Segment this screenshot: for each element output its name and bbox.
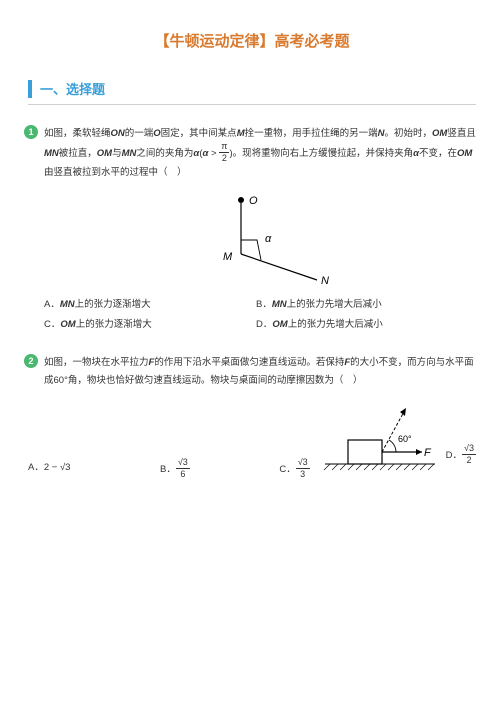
var-n: N: [378, 128, 385, 139]
t: 固定，其中间某点: [161, 128, 237, 139]
page: 【牛顿运动定律】高考必考题 一、选择题 1 如图，柔软轻绳ON的一端O固定，其中…: [0, 0, 504, 713]
t: 被拉直，: [59, 148, 97, 159]
opt-prefix: D．: [256, 319, 272, 330]
question-text: 如图，一物块在水平拉力F的作用下沿水平桌面做匀速直线运动。若保持F的大小不变，而…: [44, 354, 476, 390]
diag-label-N: N: [321, 275, 329, 287]
opt-var: OM: [60, 319, 75, 330]
option-D: D．OM上的张力先增大后减小: [256, 316, 383, 330]
var-om: OM: [97, 148, 112, 159]
question-2: 2 如图，一物块在水平拉力F的作用下沿水平桌面做匀速直线运动。若保持F的大小不变…: [28, 354, 476, 480]
var-o: O: [153, 128, 160, 139]
option-C: C．√33: [279, 459, 309, 480]
options-row: A．MN上的张力逐渐增大 B．MN上的张力先增大后减小: [44, 296, 476, 310]
frac-num: √3: [462, 444, 476, 455]
t: 与: [112, 148, 122, 159]
t: )。现将重物向右上方缓慢拉起，并保持夹角: [229, 148, 413, 159]
frac-num: √3: [296, 458, 310, 469]
var-mn: MN: [122, 148, 137, 159]
question-1: 1 如图，柔软轻绳ON的一端O固定，其中间某点M拴一重物，用手拉住绳的另一端N。…: [28, 125, 476, 330]
var-mn: MN: [44, 148, 59, 159]
option-A: A．2 − √3: [28, 459, 70, 480]
opt-val: 2 −: [44, 462, 60, 473]
option-D: D．√32: [446, 445, 476, 466]
t: 不变，在: [419, 148, 457, 159]
var-m: M: [237, 128, 245, 139]
var-om: OM: [457, 148, 472, 159]
diag-label-F: F: [424, 447, 432, 459]
frac-den: 2: [219, 153, 229, 163]
opt-txt: 上的张力先增大后减小: [287, 299, 382, 310]
t: 的一端: [125, 128, 154, 139]
t: 的作用下沿水平桌面做匀速直线运动。若保持: [154, 357, 344, 368]
fraction: √32: [462, 444, 476, 465]
opt-var: MN: [60, 299, 75, 310]
opt-var: OM: [272, 319, 287, 330]
t: >: [208, 148, 219, 159]
question-badge: 2: [24, 354, 38, 368]
opt-prefix: B．: [256, 299, 272, 310]
t: 之间的夹角为: [136, 148, 193, 159]
options-row: C．OM上的张力逐渐增大 D．OM上的张力先增大后减小: [44, 316, 476, 330]
q1-options: A．MN上的张力逐渐增大 B．MN上的张力先增大后减小 C．OM上的张力逐渐增大…: [44, 296, 476, 330]
opt-txt: 上的张力先增大后减小: [288, 319, 383, 330]
option-C: C．OM上的张力逐渐增大: [44, 316, 256, 330]
diag-label-M: M: [223, 251, 233, 263]
opt-prefix: B．: [160, 464, 176, 475]
opt-prefix: A．: [28, 462, 44, 473]
question-text: 如图，柔软轻绳ON的一端O固定，其中间某点M拴一重物，用手拉住绳的另一端N。初始…: [44, 125, 476, 182]
t: 如图，一物块在水平拉力: [44, 357, 149, 368]
q1-diagram: O M N α: [167, 190, 337, 290]
fraction: √36: [176, 458, 190, 479]
t: 竖直且: [447, 128, 476, 139]
t: 角，物块也恰好做匀速直线运动。物块与桌面间的动摩擦因数为（ ）: [68, 375, 363, 386]
t: 。初始时，: [385, 128, 433, 139]
t: 拴一重物，用手拉住绳的另一端: [245, 128, 378, 139]
opt-rt: √3: [60, 462, 71, 473]
option-B: B．√36: [160, 459, 190, 480]
opt-prefix: C．: [44, 319, 60, 330]
t: 如图，柔软轻绳: [44, 128, 111, 139]
frac-num: √3: [176, 458, 190, 469]
section-header: 一、选择题: [28, 79, 476, 98]
diag-label-alpha: α: [265, 233, 272, 245]
opt-prefix: A．: [44, 299, 60, 310]
frac-den: 2: [462, 455, 476, 465]
angle-60: 60°: [54, 375, 68, 386]
opt-var: MN: [272, 299, 287, 310]
fraction: π2: [219, 142, 229, 163]
opt-prefix: D．: [446, 450, 462, 461]
opt-txt: 上的张力逐渐增大: [76, 319, 152, 330]
section-label: 一、选择题: [40, 79, 105, 98]
opt-txt: 上的张力逐渐增大: [75, 299, 151, 310]
fraction: √33: [296, 458, 310, 479]
section-underline: [28, 104, 476, 105]
frac-den: 6: [176, 469, 190, 479]
section-bar: [28, 80, 32, 98]
frac-num: π: [219, 142, 229, 153]
question-badge: 1: [24, 125, 38, 139]
diag-label-O: O: [249, 195, 258, 207]
q2-diagram: F 60°: [320, 390, 440, 480]
var-om: OM: [432, 128, 447, 139]
page-title: 【牛顿运动定律】高考必考题: [28, 30, 476, 51]
var-on: ON: [111, 128, 125, 139]
option-B: B．MN上的张力先增大后减小: [256, 296, 382, 310]
diag-label-angle: 60°: [398, 434, 412, 444]
option-A: A．MN上的张力逐渐增大: [44, 296, 256, 310]
t: 由竖直被拉到水平的过程中（ ）: [44, 167, 187, 178]
frac-den: 3: [296, 469, 310, 479]
opt-prefix: C．: [279, 464, 295, 475]
q2-options: A．2 − √3 B．√36 C．√33: [28, 459, 320, 480]
q2-body: A．2 − √3 B．√36 C．√33 F: [28, 390, 476, 480]
